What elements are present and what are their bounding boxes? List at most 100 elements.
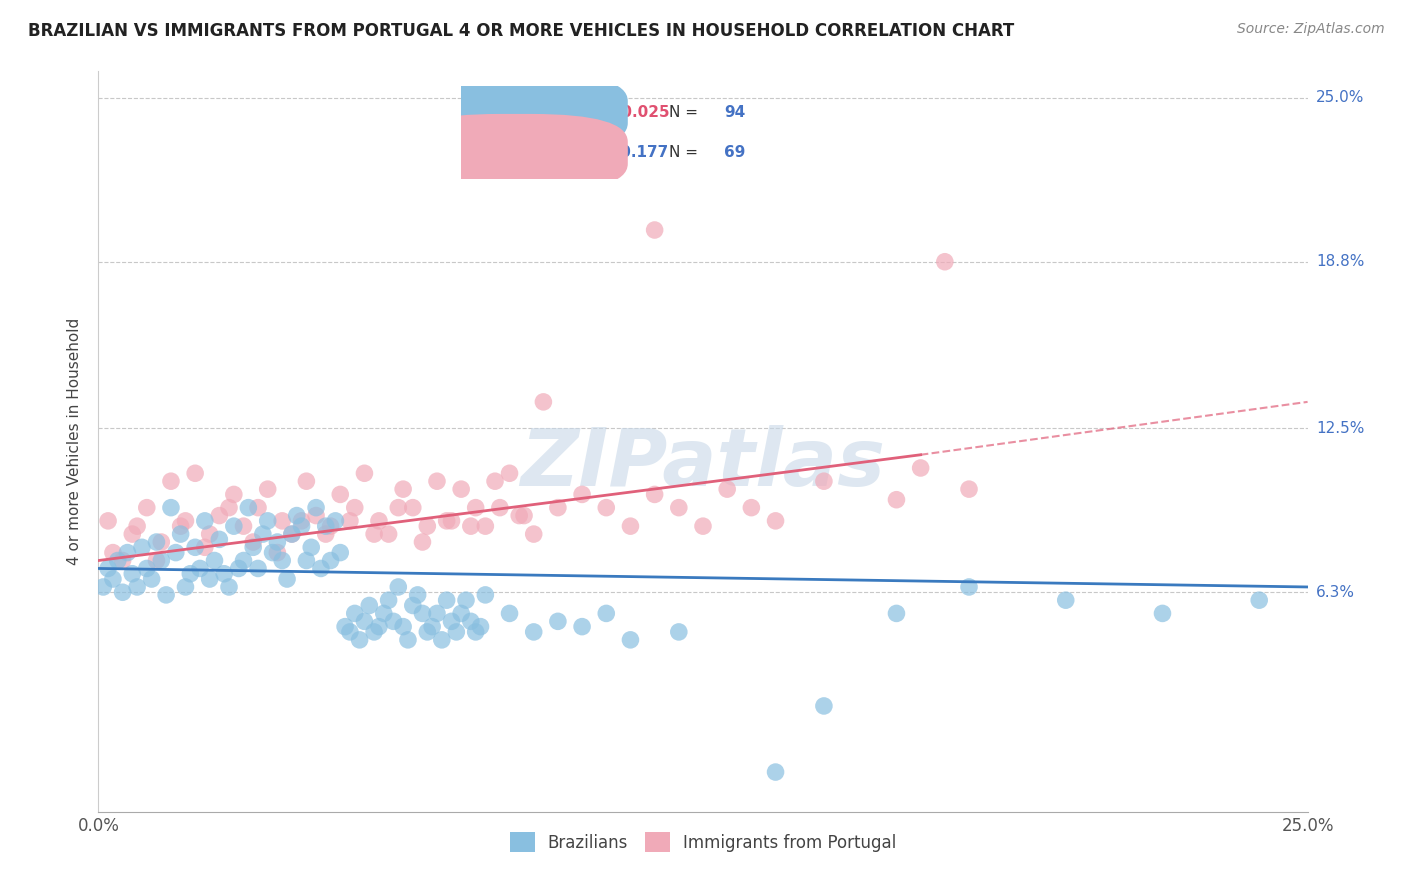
- Point: [232, 519, 254, 533]
- Point: [430, 632, 453, 647]
- Point: [740, 500, 762, 515]
- Point: [668, 500, 690, 515]
- Point: [1249, 593, 1271, 607]
- Point: [135, 561, 157, 575]
- Point: [513, 508, 536, 523]
- Point: [359, 599, 381, 613]
- Point: [174, 580, 197, 594]
- Point: [252, 527, 274, 541]
- Point: [145, 535, 167, 549]
- Point: [266, 546, 288, 560]
- Point: [411, 607, 433, 621]
- Point: [644, 487, 666, 501]
- Point: [387, 580, 409, 594]
- Point: [141, 572, 163, 586]
- Point: [910, 461, 932, 475]
- Point: [498, 607, 520, 621]
- Point: [339, 514, 361, 528]
- Point: [145, 553, 167, 567]
- Point: [111, 585, 134, 599]
- Point: [242, 535, 264, 549]
- Point: [644, 223, 666, 237]
- Point: [247, 561, 270, 575]
- Point: [765, 514, 787, 528]
- Point: [184, 541, 207, 555]
- Point: [396, 632, 419, 647]
- Point: [174, 514, 197, 528]
- Point: [91, 580, 114, 594]
- Point: [281, 527, 304, 541]
- Point: [127, 519, 149, 533]
- Point: [343, 500, 366, 515]
- Point: [160, 500, 183, 515]
- Point: [440, 514, 463, 528]
- Point: [228, 561, 250, 575]
- Point: [571, 619, 593, 633]
- Point: [333, 619, 356, 633]
- Point: [595, 607, 617, 621]
- Point: [813, 698, 835, 713]
- Point: [470, 619, 492, 633]
- Point: [1054, 593, 1077, 607]
- Point: [256, 482, 278, 496]
- Point: [329, 487, 352, 501]
- Point: [290, 519, 312, 533]
- Point: [107, 553, 129, 567]
- Point: [169, 527, 191, 541]
- Point: [198, 527, 221, 541]
- Point: [813, 474, 835, 488]
- Point: [222, 519, 245, 533]
- Text: BRAZILIAN VS IMMIGRANTS FROM PORTUGAL 4 OR MORE VEHICLES IN HOUSEHOLD CORRELATIO: BRAZILIAN VS IMMIGRANTS FROM PORTUGAL 4 …: [28, 22, 1014, 40]
- Point: [765, 765, 787, 780]
- Point: [309, 561, 332, 575]
- Point: [368, 514, 391, 528]
- Point: [440, 615, 463, 629]
- Point: [329, 546, 352, 560]
- Point: [319, 519, 342, 533]
- Point: [716, 482, 738, 496]
- Point: [135, 500, 157, 515]
- Point: [402, 500, 425, 515]
- Point: [886, 607, 908, 621]
- Point: [131, 541, 153, 555]
- Point: [97, 514, 120, 528]
- Point: [436, 514, 458, 528]
- Point: [402, 599, 425, 613]
- Text: 12.5%: 12.5%: [1316, 421, 1364, 436]
- Point: [319, 553, 342, 567]
- Point: [957, 580, 980, 594]
- Point: [325, 514, 347, 528]
- Point: [446, 624, 468, 639]
- Text: 18.8%: 18.8%: [1316, 254, 1364, 269]
- Point: [426, 607, 449, 621]
- Point: [155, 588, 177, 602]
- Point: [368, 619, 391, 633]
- Point: [101, 572, 124, 586]
- Point: [184, 467, 207, 481]
- Point: [150, 553, 173, 567]
- Point: [387, 500, 409, 515]
- Point: [886, 492, 908, 507]
- Point: [150, 535, 173, 549]
- Point: [363, 624, 385, 639]
- Point: [238, 500, 260, 515]
- Point: [208, 533, 231, 547]
- Point: [315, 519, 337, 533]
- Point: [315, 527, 337, 541]
- Point: [474, 588, 496, 602]
- Point: [498, 467, 520, 481]
- Point: [194, 541, 217, 555]
- Y-axis label: 4 or more Vehicles in Household: 4 or more Vehicles in Household: [67, 318, 83, 566]
- Point: [508, 508, 530, 523]
- Point: [281, 527, 304, 541]
- Point: [247, 500, 270, 515]
- Point: [285, 508, 308, 523]
- Point: [484, 474, 506, 488]
- Text: 6.3%: 6.3%: [1316, 585, 1355, 599]
- Point: [1152, 607, 1174, 621]
- Point: [450, 482, 472, 496]
- Point: [464, 500, 486, 515]
- Point: [271, 553, 294, 567]
- Point: [232, 553, 254, 567]
- Legend: Brazilians, Immigrants from Portugal: Brazilians, Immigrants from Portugal: [503, 825, 903, 859]
